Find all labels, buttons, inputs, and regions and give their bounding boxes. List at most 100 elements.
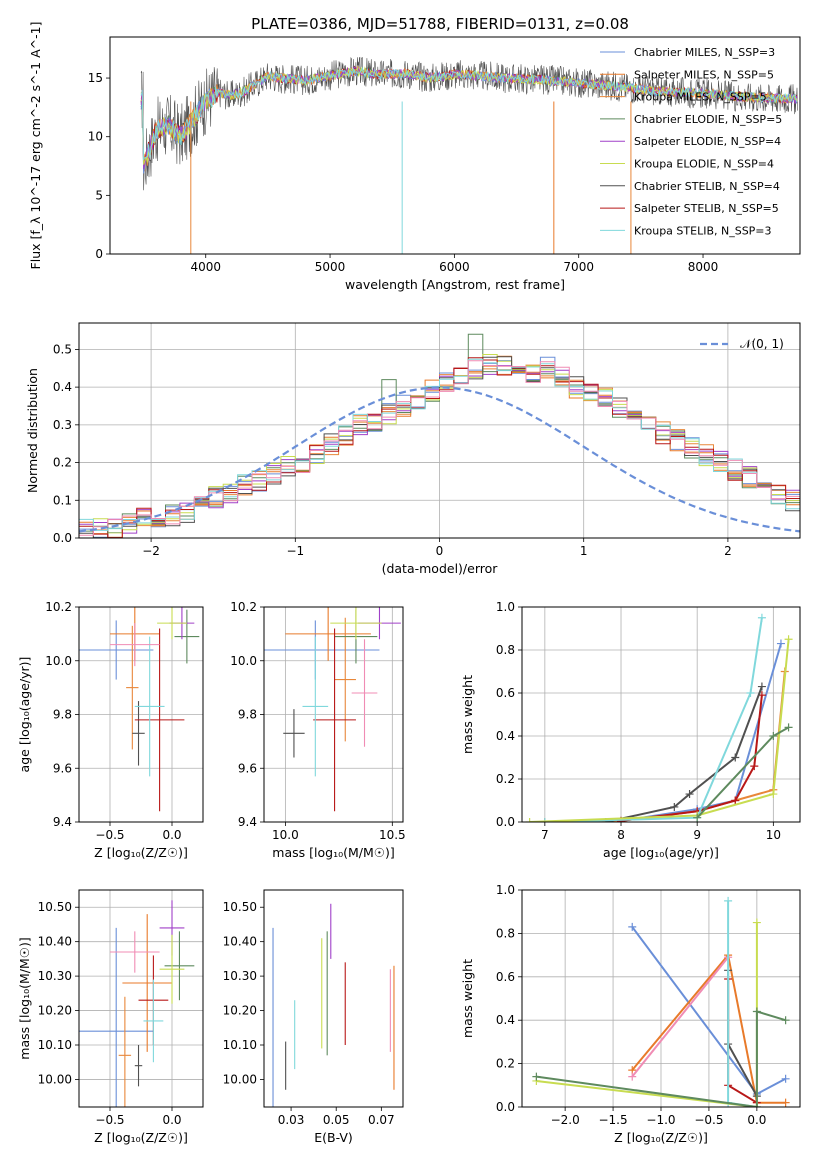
x-tick-label: −2 [142, 544, 160, 558]
series-line [536, 922, 758, 1107]
series-marker [750, 762, 759, 771]
x-tick-label: 0.03 [278, 1113, 305, 1127]
axes-frame [263, 606, 404, 823]
x-tick-label: 0 [436, 544, 444, 558]
y-tick-label: 0.1 [53, 493, 72, 507]
y-tick-label: 0.0 [53, 531, 72, 545]
series-marker [540, 818, 549, 822]
legend-label: Salpeter MILES, N_SSP=5 [634, 68, 774, 81]
y-tick-label: 10.50 [38, 900, 72, 914]
y-tick-label: 0.6 [496, 970, 515, 984]
x-tick-label: 10 [766, 828, 781, 842]
y-tick-label: 10.2 [230, 600, 257, 614]
series-line [605, 686, 763, 822]
x-tick-label: −1.0 [646, 1113, 675, 1127]
y-tick-label: 10.10 [223, 1038, 257, 1052]
axes-frame [78, 322, 801, 539]
figure-title: PLATE=0386, MJD=51788, FIBERID=0131, z=0… [251, 15, 629, 33]
plot-area [272, 903, 395, 1107]
y-tick-label: 0.5 [53, 342, 72, 356]
y-tick-label: 0.4 [496, 1013, 515, 1027]
spectrum-line [140, 56, 798, 191]
y-tick-label: 1.0 [496, 600, 515, 614]
y-tick-label: 9.4 [53, 815, 72, 829]
gaussian-curve [79, 386, 800, 533]
y-tick-label: 10 [88, 130, 103, 144]
plot-area [264, 607, 403, 822]
y-axis-label: Normed distribution [25, 368, 40, 493]
y-tick-label: 0.0 [496, 815, 515, 829]
series-line [544, 617, 763, 822]
x-tick-label: 7 [541, 828, 549, 842]
legend-label: Salpeter ELODIE, N_SSP=4 [634, 135, 781, 148]
x-tick-label: −2.0 [551, 1113, 580, 1127]
panel-mass_vs_EBV: 0.03 0.05 0.07 10.00 10.10 10.20 10.30 10.40 10.… [223, 889, 404, 1145]
plot-area [79, 890, 203, 1107]
spectrum-line [140, 66, 798, 161]
y-tick-label: 9.8 [53, 708, 72, 722]
series-line [544, 671, 786, 822]
plot-area [522, 890, 800, 1107]
legend-label: Kroupa ELODIE, N_SSP=4 [634, 158, 774, 171]
series-marker [685, 790, 694, 799]
legend: Chabrier MILES, N_SSP=3 Salpeter MILES, N… [600, 46, 782, 237]
legend-label: 𝒩(0, 1) [740, 337, 784, 351]
x-tick-label: 0.0 [162, 1113, 181, 1127]
x-tick-label: 4000 [190, 260, 221, 274]
series-marker [757, 682, 766, 691]
series-marker [693, 813, 702, 822]
x-tick-label: −0.5 [694, 1113, 723, 1127]
x-axis-label: mass [log₁₀(M/M☉)] [272, 845, 394, 860]
x-axis-label: age [log₁₀(age/yr)] [603, 845, 719, 860]
y-axis-label: mass weight [460, 675, 475, 754]
y-tick-label: 0.3 [53, 418, 72, 432]
y-tick-label: 5 [95, 188, 103, 202]
x-tick-label: 10.5 [379, 828, 406, 842]
plot-area [79, 323, 800, 538]
panel-residuals: −2 −1 0 1 2 0.0 0.1 0.2 0.3 0.4 0.5 (data-model)/er… [25, 322, 801, 576]
x-axis-label: Z [log₁₀(Z/Z☉)] [614, 1130, 708, 1145]
y-tick-label: 15 [88, 71, 103, 85]
series-marker [628, 1072, 637, 1081]
x-tick-label: 1 [580, 544, 588, 558]
y-axis-label: mass [log₁₀(M/M☉)] [17, 937, 32, 1059]
series-marker [781, 1016, 790, 1025]
y-axis-label: Flux [f_λ 10^-17 erg cm^-2 s^-1 A^-1] [28, 22, 43, 270]
x-tick-label: −1.5 [598, 1113, 627, 1127]
series-marker [752, 1007, 761, 1016]
y-axis-label: age [log₁₀(age/yr)] [17, 657, 32, 773]
x-axis-label: E(B-V) [314, 1130, 353, 1145]
legend-label: Chabrier MILES, N_SSP=3 [634, 46, 775, 59]
y-tick-label: 10.30 [223, 969, 257, 983]
x-tick-label: 10.0 [272, 828, 299, 842]
x-axis-label: wavelength [Angstrom, rest frame] [345, 277, 565, 292]
legend-label: Kroupa STELIB, N_SSP=3 [634, 224, 772, 237]
y-tick-label: 10.20 [223, 1004, 257, 1018]
y-tick-label: 0.6 [496, 686, 515, 700]
series-marker [769, 790, 778, 799]
x-tick-label: 7000 [563, 260, 594, 274]
y-tick-label: 10.20 [38, 1004, 72, 1018]
axes-frame [521, 606, 801, 823]
axes-frame [263, 889, 404, 1108]
y-tick-label: 1.0 [496, 883, 515, 897]
y-tick-label: 10.0 [230, 654, 257, 668]
series-line [631, 952, 786, 1104]
legend-label: Chabrier ELODIE, N_SSP=5 [634, 113, 782, 126]
x-tick-label: 0.0 [747, 1113, 766, 1127]
legend-label: Chabrier STELIB, N_SSP=4 [634, 180, 780, 193]
axes-frame [78, 606, 204, 823]
y-tick-label: 0.8 [496, 643, 515, 657]
series-marker [752, 1103, 761, 1107]
y-tick-label: 0.0 [496, 1100, 515, 1114]
panel-mass_weight_vs_age: 7 8 9 10 0.0 0.2 0.4 0.6 0.8 1.0 age [log₁₀(age/yr… [460, 600, 801, 860]
x-tick-label: −0.5 [95, 828, 124, 842]
panel-age_vs_mass: 10.0 10.5 9.4 9.6 9.8 10.0 10.2 mass [log₁₀(M/M… [230, 600, 405, 860]
plot-area [79, 607, 203, 822]
histogram-step [79, 360, 800, 536]
series-line [529, 639, 790, 822]
y-tick-label: 10.50 [223, 900, 257, 914]
legend-label: Salpeter STELIB, N_SSP=5 [634, 202, 779, 215]
x-tick-label: 0.0 [162, 828, 181, 842]
